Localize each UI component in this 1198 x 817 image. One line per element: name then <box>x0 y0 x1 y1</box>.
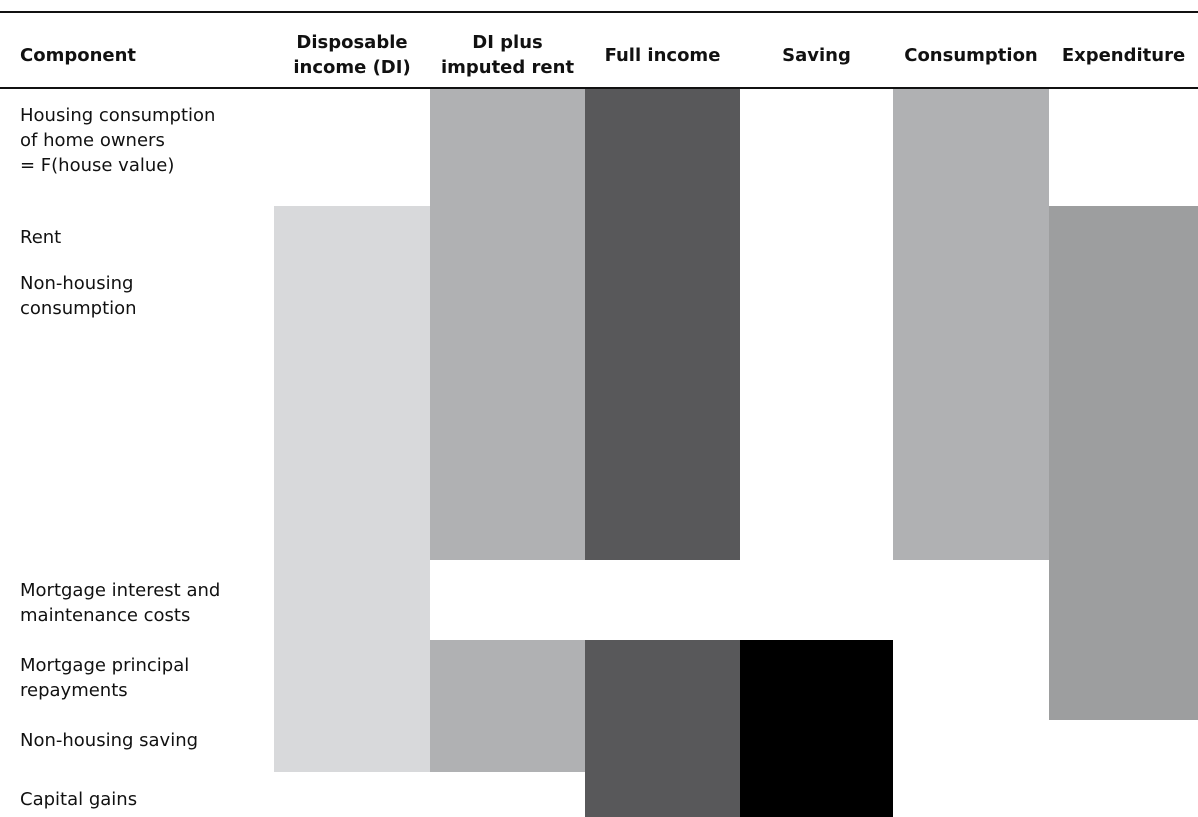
row-label: Mortgage interest and maintenance costs <box>20 578 220 628</box>
label-line: Non-housing <box>20 273 134 294</box>
row-label: Rent <box>20 225 61 250</box>
row-label: Capital gains <box>20 787 137 812</box>
column-header: Consumption <box>893 43 1049 68</box>
column-header: Component <box>20 43 136 68</box>
column-header: Full income <box>585 43 740 68</box>
label-line: Capital gains <box>20 789 138 810</box>
header-line: DI plus <box>472 32 543 53</box>
full-income-block <box>585 89 740 560</box>
header-line: Full income <box>604 45 721 66</box>
label-line: consumption <box>20 298 137 319</box>
label-line: Housing consumption <box>20 105 216 126</box>
row-label: Non-housing saving <box>20 728 198 753</box>
di-block <box>274 206 430 772</box>
header-line: Expenditure <box>1061 45 1186 66</box>
header-rule <box>0 87 1198 89</box>
header-line: Disposable <box>296 32 408 53</box>
full-income-block <box>585 640 740 817</box>
label-line: Mortgage principal <box>20 655 190 676</box>
label-line: = F(house value) <box>20 155 175 176</box>
label-line: of home owners <box>20 130 165 151</box>
di-rent-block <box>430 89 585 560</box>
header-line: income (DI) <box>293 57 411 78</box>
header-line: Saving <box>782 45 851 66</box>
saving-block <box>740 640 893 817</box>
label-line: Mortgage interest and <box>20 580 221 601</box>
header-line: Consumption <box>904 45 1038 66</box>
column-header: Saving <box>740 43 893 68</box>
label-line: maintenance costs <box>20 605 191 626</box>
column-header: Expenditure <box>1049 43 1198 68</box>
top-rule <box>0 11 1198 13</box>
column-header: Disposable income (DI) <box>274 30 430 80</box>
column-header: DI plus imputed rent <box>430 30 585 80</box>
row-label: Housing consumption of home owners = F(hou… <box>20 103 215 178</box>
row-label: Non-housing consumption <box>20 271 137 321</box>
label-line: Rent <box>20 227 62 248</box>
header-line: imputed rent <box>440 57 575 78</box>
label-line: repayments <box>20 680 128 701</box>
expenditure-block <box>1049 206 1198 720</box>
row-label: Mortgage principal repayments <box>20 653 189 703</box>
header-line: Component <box>20 45 137 66</box>
label-line: Non-housing saving <box>20 730 199 751</box>
di-rent-block <box>430 640 585 772</box>
consumption-block <box>893 89 1049 560</box>
